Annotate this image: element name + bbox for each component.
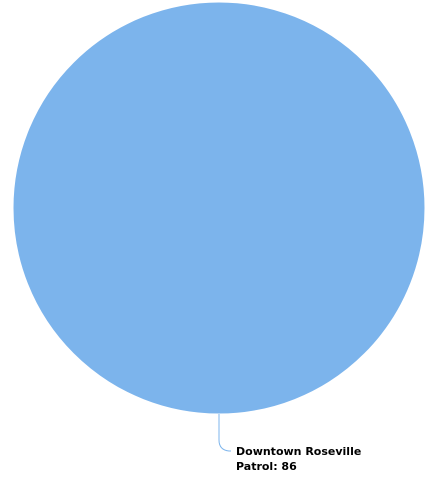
data-label: Downtown Roseville Patrol: 86	[236, 445, 365, 473]
pie-slice[interactable]	[12, 1, 426, 415]
pie-slices	[12, 1, 426, 415]
data-label-category: Downtown Roseville	[236, 445, 361, 458]
data-label-connector	[218, 414, 231, 452]
data-label-value: Patrol: 86	[236, 460, 297, 473]
